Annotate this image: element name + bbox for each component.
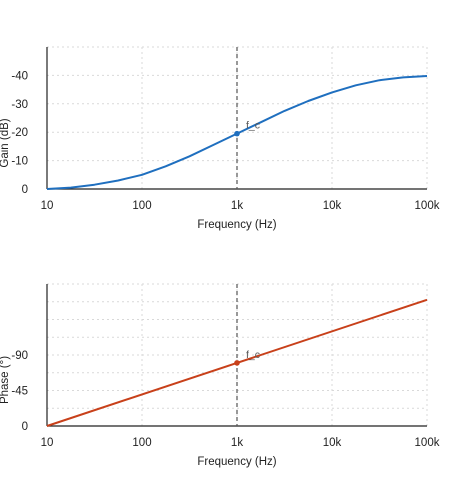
gain-x-tick-label: 10 [41,200,54,212]
phase-x-tick-label: 100k [415,437,440,449]
phase-x-tick-label: 10k [323,437,342,449]
gain-cutoff-label: f_c [246,120,260,132]
phase-y-tick-label: 0 [22,421,28,433]
gain-x-tick-label: 10k [323,200,342,212]
phase-cutoff-point [234,360,240,366]
gain-y-tick-label: -10 [11,156,28,168]
gain-y-axis-title: Gain (dB) [0,118,11,167]
gain-x-tick-label: 1k [231,200,243,212]
gain-y-tick-label: 0 [22,184,28,196]
phase-y-axis-title: Phase (°) [0,356,11,404]
gain-y-tick-label: -30 [11,99,28,111]
phase-x-axis-title: Frequency (Hz) [197,456,276,468]
gain-x-tick-label: 100 [132,200,151,212]
phase-x-tick-label: 100 [132,437,151,449]
gain-x-axis-title: Frequency (Hz) [197,219,276,231]
phase-y-tick-label: -90 [11,350,28,362]
phase-y-tick-label: -45 [11,386,28,398]
phase-cutoff-label: f_c [246,349,260,361]
phase-x-tick-label: 10 [41,437,54,449]
phase-x-tick-label: 1k [231,437,243,449]
gain-y-tick-label: -20 [11,127,28,139]
gain-y-tick-label: -40 [11,70,28,82]
gain-x-tick-label: 100k [415,200,440,212]
gain-chart: f_c 10 100 1k 10k 100k 0 -10 -20 -30 -40 Frequency … [0,46,440,231]
phase-chart: f_c 10 100 1k 10k 100k 0 -45 -90 Frequency (Hz) Ph… [0,283,440,468]
gain-cutoff-point [234,130,240,137]
